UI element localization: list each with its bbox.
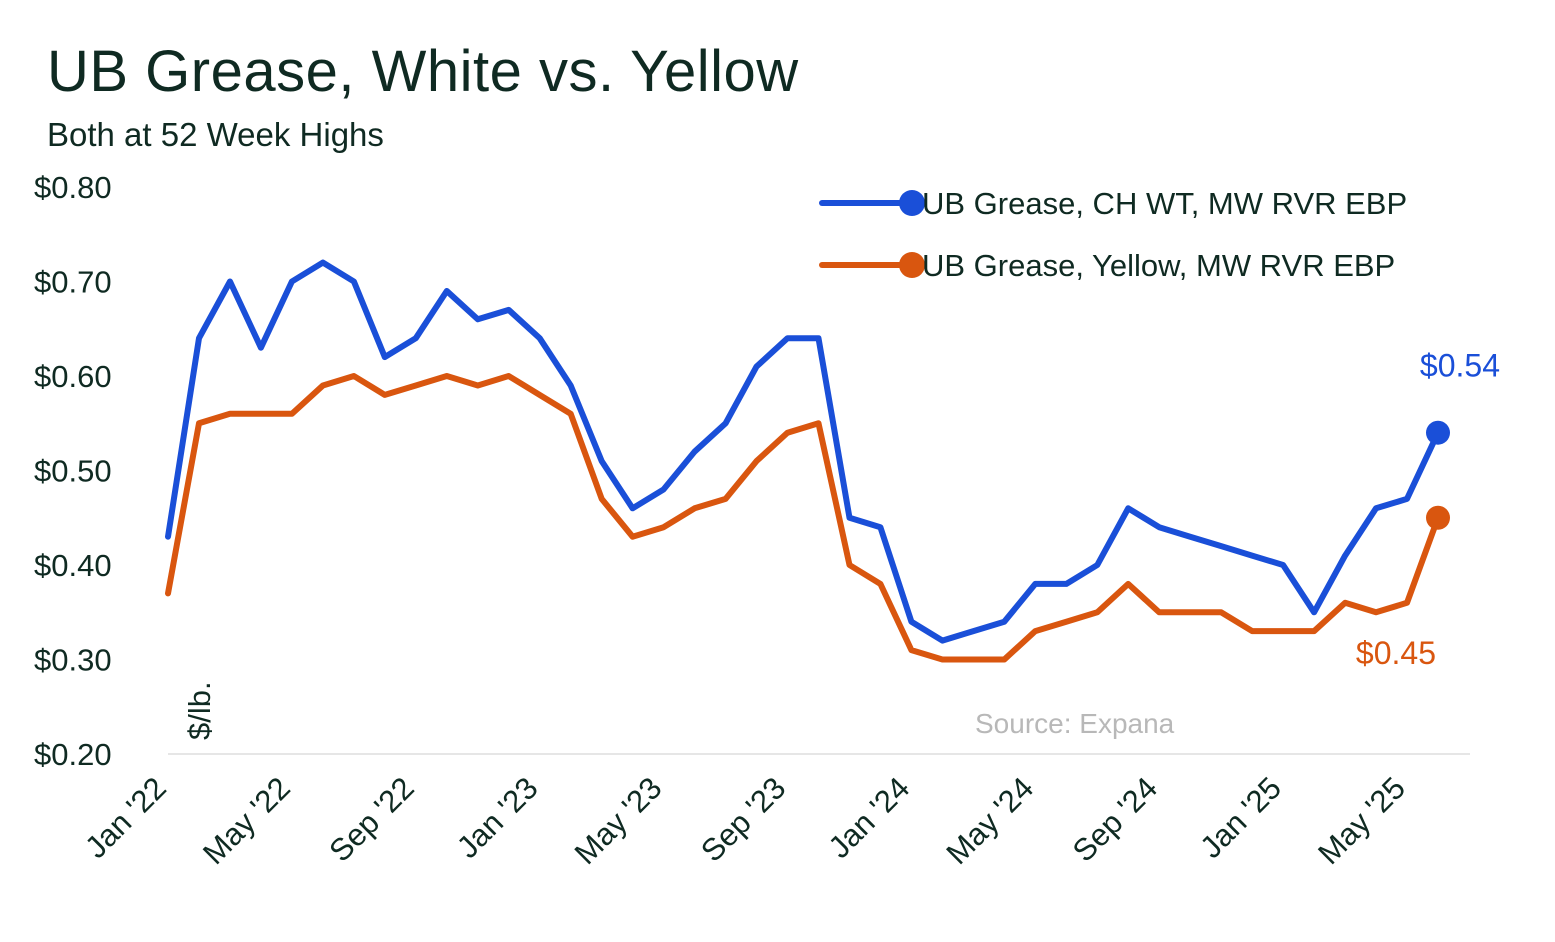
y-axis-label: $/lb. bbox=[182, 681, 217, 740]
x-tick-label: Sep '22 bbox=[322, 770, 420, 868]
series-end-label: $0.45 bbox=[1356, 635, 1436, 671]
legend: UB Grease, CH WT, MW RVR EBP UB Grease, Y… bbox=[819, 186, 1407, 283]
source-note: Source: Expana bbox=[975, 708, 1175, 739]
x-axis: Jan '22 May '22 Sep '22 Jan '23 May '23 Sep '… bbox=[78, 770, 1412, 871]
series-end-marker bbox=[1426, 505, 1450, 530]
x-tick-label: May '25 bbox=[1311, 770, 1412, 871]
y-tick-label: $0.50 bbox=[34, 454, 112, 489]
x-tick-label: Jan '24 bbox=[822, 770, 917, 865]
series-line bbox=[165, 259, 1441, 644]
x-tick-label: May '23 bbox=[568, 770, 669, 871]
y-tick-label: $0.60 bbox=[34, 359, 112, 394]
x-tick-label: Sep '24 bbox=[1066, 770, 1164, 868]
x-tick-label: Jan '25 bbox=[1193, 770, 1288, 865]
legend-swatch-marker bbox=[899, 190, 925, 216]
series-end-marker bbox=[1426, 420, 1450, 445]
x-tick-label: Jan '23 bbox=[450, 770, 545, 865]
y-tick-label: $0.30 bbox=[34, 643, 112, 678]
x-tick-label: Sep '23 bbox=[694, 770, 792, 868]
y-tick-label: $0.20 bbox=[34, 737, 112, 772]
series-line bbox=[165, 373, 1441, 663]
x-tick-label: May '22 bbox=[196, 770, 297, 871]
y-tick-label: $0.80 bbox=[34, 170, 112, 205]
chart-title: UB Grease, White vs. Yellow bbox=[47, 39, 799, 104]
series-layer: $0.54 $0.45 bbox=[165, 259, 1500, 671]
y-tick-label: $0.40 bbox=[34, 548, 112, 583]
chart-subtitle: Both at 52 Week Highs bbox=[47, 116, 384, 153]
y-tick-label: $0.70 bbox=[34, 265, 112, 300]
x-tick-label: May '24 bbox=[939, 770, 1040, 871]
legend-swatch-marker bbox=[899, 252, 925, 278]
legend-label: UB Grease, Yellow, MW RVR EBP bbox=[922, 248, 1395, 283]
series-end-label: $0.54 bbox=[1420, 348, 1500, 384]
y-axis: $0.80 $0.70 $0.60 $0.50 $0.40 $0.30 $0.20 bbox=[34, 170, 112, 772]
legend-label: UB Grease, CH WT, MW RVR EBP bbox=[922, 186, 1407, 221]
x-tick-label: Jan '22 bbox=[78, 770, 173, 865]
